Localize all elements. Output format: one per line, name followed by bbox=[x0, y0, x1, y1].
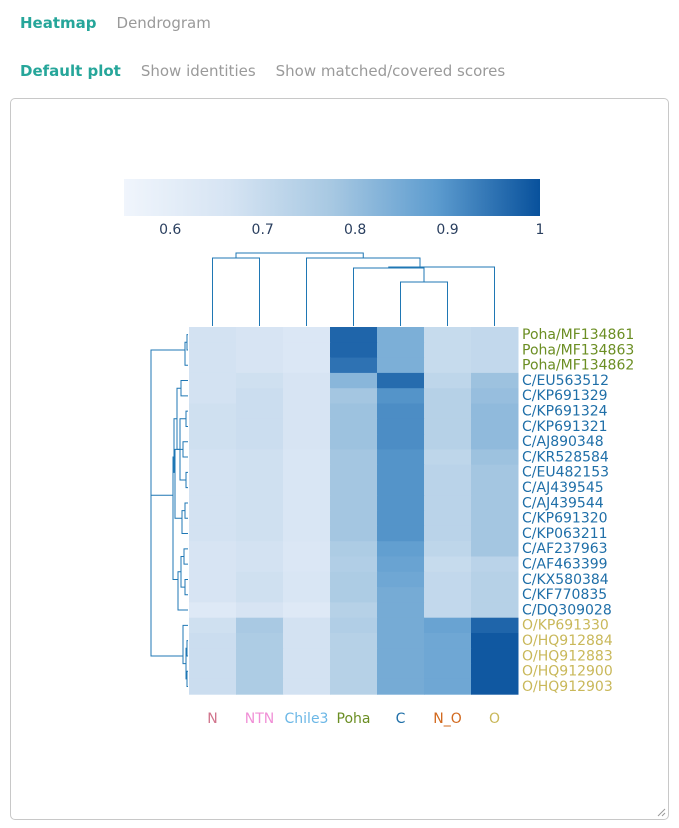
view-tabs: Heatmap Dendrogram bbox=[20, 14, 211, 38]
tab-dendrogram[interactable]: Dendrogram bbox=[116, 14, 211, 32]
tab-default-plot[interactable]: Default plot bbox=[20, 62, 121, 80]
plot-panel bbox=[10, 98, 669, 820]
tab-show-scores[interactable]: Show matched/covered scores bbox=[275, 62, 506, 80]
resize-handle-icon[interactable] bbox=[657, 808, 666, 817]
plot-mode-tabs: Default plot Show identities Show matche… bbox=[20, 62, 505, 86]
tab-show-identities[interactable]: Show identities bbox=[140, 62, 256, 80]
tab-heatmap[interactable]: Heatmap bbox=[20, 14, 97, 32]
